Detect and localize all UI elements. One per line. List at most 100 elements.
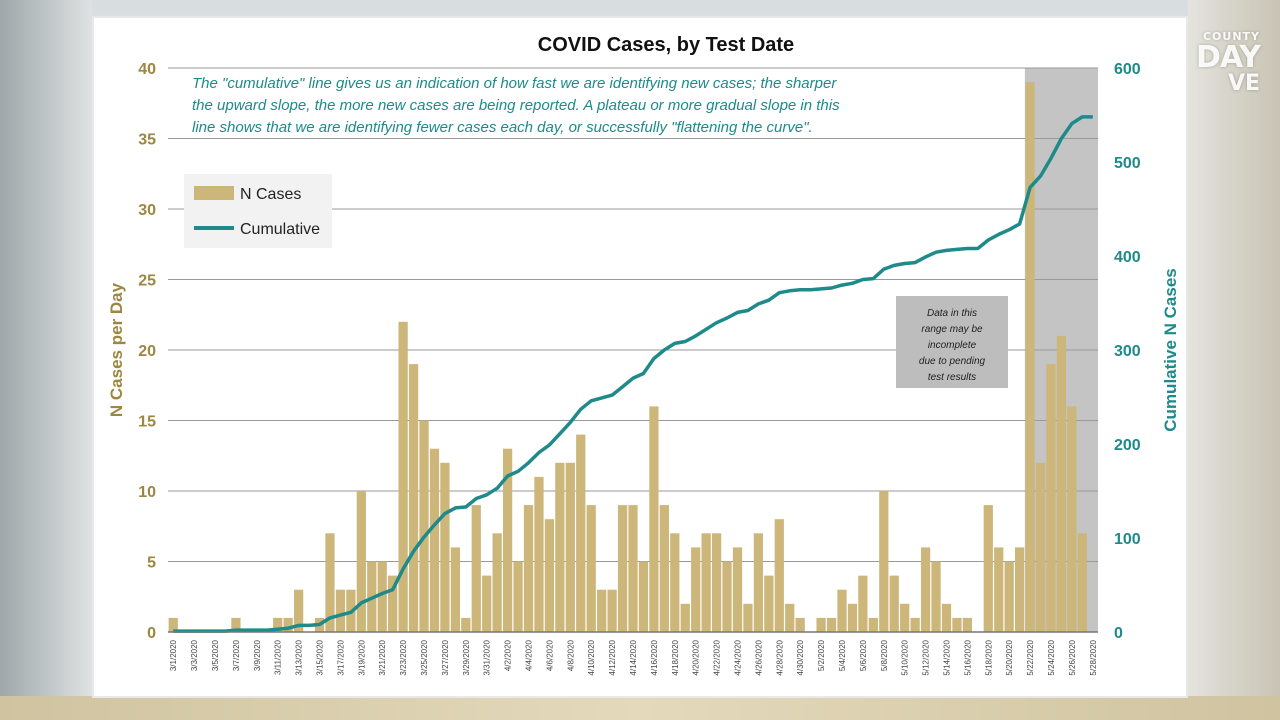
bar (711, 533, 722, 632)
legend-label-line: Cumulative (240, 221, 320, 238)
bar (231, 617, 241, 632)
bar (941, 603, 952, 632)
bar (1067, 406, 1077, 632)
x-tick-label: 5/14/2020 (942, 639, 951, 675)
x-tick-label: 3/27/2020 (441, 639, 450, 675)
bar (356, 491, 366, 632)
bar (889, 575, 899, 632)
x-tick-label: 4/16/2020 (650, 639, 659, 675)
x-tick-label: 3/9/2020 (253, 639, 262, 671)
bar (576, 434, 586, 632)
y2-tick-label: 200 (1114, 437, 1141, 454)
bar (994, 547, 1004, 632)
bar (607, 589, 617, 632)
x-tick-label: 3/15/2020 (316, 639, 325, 675)
x-tick-label: 3/5/2020 (211, 639, 220, 671)
y2-tick-label: 600 (1114, 61, 1141, 78)
x-tick-label: 3/1/2020 (169, 639, 178, 671)
bar (377, 561, 387, 632)
x-tick-label: 4/18/2020 (671, 639, 680, 675)
x-tick-label: 4/26/2020 (754, 639, 763, 675)
bar (419, 420, 429, 632)
bar (764, 575, 774, 632)
x-tick-label: 5/18/2020 (984, 639, 993, 675)
x-tick-label: 4/28/2020 (775, 639, 784, 675)
bar (408, 364, 419, 632)
bar (429, 448, 440, 632)
x-tick-label: 3/29/2020 (462, 639, 471, 675)
bar (743, 603, 753, 632)
x-tick-label: 4/6/2020 (545, 639, 554, 671)
bar (962, 617, 973, 632)
note-box (896, 296, 1008, 388)
legend-label-bars: N Cases (240, 186, 301, 203)
bar (858, 575, 868, 632)
bar (680, 603, 690, 632)
note-text-line: test results (928, 372, 976, 383)
bar (398, 321, 408, 632)
bar (868, 617, 878, 632)
x-tick-label: 3/19/2020 (357, 639, 366, 675)
bar (879, 491, 889, 632)
x-tick-label: 4/8/2020 (566, 639, 575, 671)
bar (701, 533, 711, 632)
x-tick-label: 3/3/2020 (190, 639, 199, 671)
bar (816, 617, 826, 632)
note-text-line: due to pending (919, 356, 986, 367)
bar (492, 533, 502, 632)
bar (1035, 462, 1046, 632)
background-bottom (0, 696, 1280, 720)
note-text-line: incomplete (928, 340, 977, 351)
watermark-top: COUNTY (1202, 30, 1260, 43)
y-tick-label: 10 (138, 484, 156, 501)
bar (461, 617, 471, 632)
bar (440, 462, 450, 632)
watermark-sub: VE (1227, 71, 1260, 96)
bar (837, 589, 847, 632)
y2-tick-label: 500 (1114, 155, 1141, 172)
x-tick-label: 3/13/2020 (295, 639, 304, 675)
x-tick-label: 5/2/2020 (817, 639, 826, 671)
x-tick-label: 5/28/2020 (1089, 639, 1098, 675)
x-tick-label: 5/16/2020 (963, 639, 972, 675)
bar (847, 603, 858, 632)
background-right (1188, 0, 1280, 720)
y-tick-label: 20 (138, 343, 156, 360)
y-tick-label: 15 (138, 414, 156, 431)
annotation-line: The "cumulative" line gives us an indica… (192, 75, 837, 92)
y-tick-label: 30 (138, 202, 156, 219)
x-tick-label: 3/21/2020 (378, 639, 387, 675)
bar (335, 589, 346, 632)
bar (283, 617, 293, 632)
x-tick-label: 4/22/2020 (713, 639, 722, 675)
bar (450, 547, 460, 632)
bar (826, 617, 837, 632)
x-tick-label: 5/24/2020 (1047, 639, 1056, 675)
x-tick-label: 4/30/2020 (796, 639, 805, 675)
bar (1004, 561, 1014, 632)
x-tick-label: 3/11/2020 (274, 639, 283, 675)
bar (774, 519, 784, 632)
bar (795, 617, 805, 632)
bar (753, 533, 764, 632)
x-tick-label: 5/20/2020 (1005, 639, 1014, 675)
bar (617, 505, 628, 632)
bar (722, 561, 732, 632)
y-tick-label: 5 (147, 555, 156, 572)
bar (931, 561, 941, 632)
x-tick-label: 3/25/2020 (420, 639, 429, 675)
bar (513, 561, 523, 632)
bar (1056, 335, 1067, 632)
bar (325, 533, 335, 632)
x-tick-label: 5/6/2020 (859, 639, 868, 671)
x-tick-label: 4/2/2020 (504, 639, 513, 671)
bar (691, 547, 701, 632)
bar (586, 505, 596, 632)
bar (471, 505, 481, 632)
y2-tick-label: 400 (1114, 249, 1141, 266)
y-tick-label: 40 (138, 61, 156, 78)
note-text-line: Data in this (927, 308, 977, 319)
bar (670, 533, 680, 632)
bar (388, 575, 398, 632)
covid-cases-chart: 051015202530354001002003004005006003/1/2… (107, 34, 1180, 676)
